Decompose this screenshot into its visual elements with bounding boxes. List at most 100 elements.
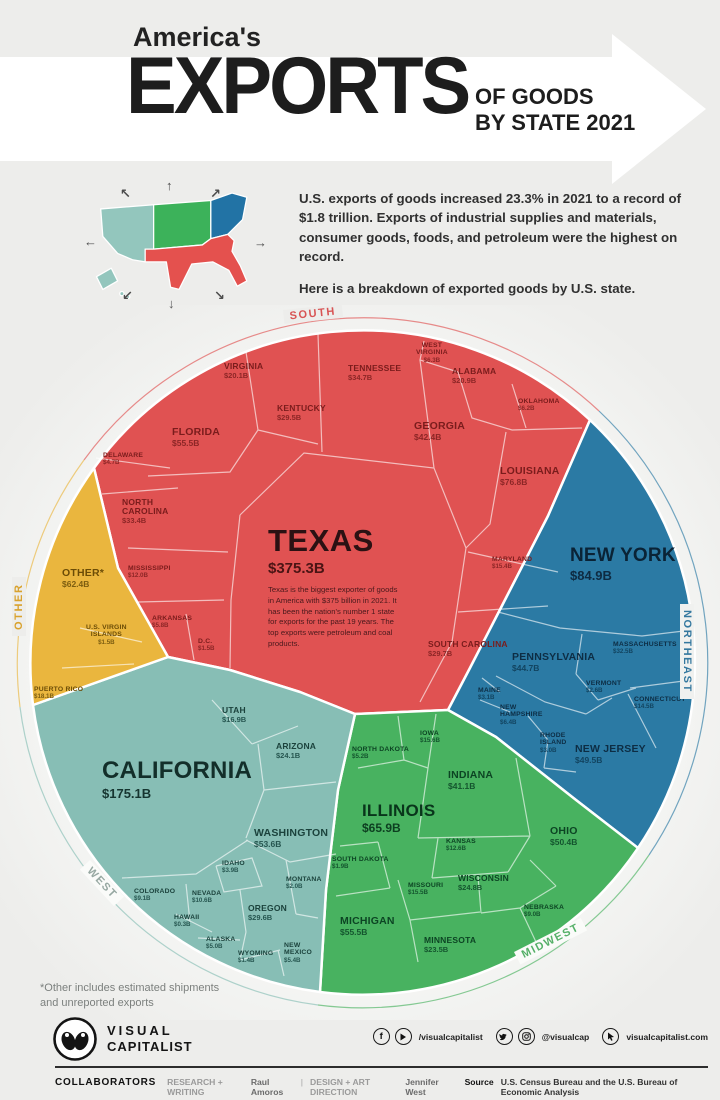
state-cell-wyoming: WYOMING $1.4B: [238, 950, 274, 965]
state-cell-virginia: VIRGINIA $20.1B: [224, 361, 264, 381]
state-cell-ohio: OHIO $50.4B: [550, 825, 578, 848]
compass-arrow-icon: ↑: [166, 178, 173, 193]
compass-arrow-icon: →: [254, 235, 267, 250]
region-other: [29, 466, 170, 707]
compass-arrow-icon: ←: [84, 234, 97, 249]
state-cell-washington: WASHINGTON $53.6B: [254, 827, 329, 850]
state-cell-maine: MAINE $3.1B: [478, 687, 501, 702]
state-cell-colorado: COLORADO $9.1B: [134, 888, 176, 903]
state-cell-alaska: ALASKA $5.0B: [206, 936, 236, 951]
state-cell-arizona: ARIZONA $24.1B: [276, 741, 317, 761]
state-cell-massachusetts: MASSACHUSETTS $32.5B: [613, 641, 677, 656]
state-cell-rhode-island: RHODE ISLAND $3.0B: [540, 732, 567, 754]
map-hawaii: [119, 290, 125, 297]
state-cell-oregon: OREGON $29.6B: [248, 903, 287, 923]
state-cell-hawaii: HAWAII $0.3B: [174, 914, 200, 929]
state-cell-south-carolina: SOUTH CAROLINA $29.7B: [428, 639, 508, 659]
state-cell-minnesota: MINNESOTA $23.5B: [424, 935, 477, 955]
source-text: U.S. Census Bureau and the U.S. Bureau o…: [500, 1077, 678, 1097]
state-cell-iowa: IOWA $15.6B: [420, 730, 440, 745]
state-cell-montana: MONTANA $2.0B: [286, 876, 322, 891]
state-cell-oklahoma: OKLAHOMA $6.2B: [518, 398, 560, 413]
youtube-play-icon[interactable]: [394, 1028, 412, 1045]
brand-line2: CAPITALIST: [107, 1039, 193, 1054]
state-cell-new-york: NEW YORK $84.9B: [570, 545, 676, 583]
state-cell-louisiana: LOUISIANA $76.8B: [500, 465, 560, 488]
research-name: Raul Amoros: [250, 1077, 284, 1097]
map-hawaii: [126, 294, 131, 300]
research-label: RESEARCH + WRITING: [167, 1077, 223, 1097]
state-cell-u-s-virgin-islands: U.S. VIRGIN ISLANDS $1.5B: [86, 624, 127, 646]
collaborators-label: COLLABORATORS: [55, 1077, 157, 1088]
state-cell-kentucky: KENTUCKY $29.5B: [277, 403, 326, 423]
state-cell-vermont: VERMONT $2.6B: [586, 680, 622, 695]
region-outer-arcs: [16, 317, 709, 1009]
state-cell-arkansas: ARKANSAS $5.8B: [152, 615, 193, 630]
state-cell-new-jersey: NEW JERSEY $49.5B: [575, 743, 646, 766]
state-cell-kansas: KANSAS $12.6B: [446, 838, 476, 853]
state-cell-nevada: NEVADA $10.6B: [192, 890, 222, 905]
state-cell-indiana: INDIANA $41.1B: [448, 769, 494, 792]
map-alaska: [95, 267, 119, 291]
facebook-icon[interactable]: f: [372, 1028, 390, 1045]
social-handle-2[interactable]: @visualcap: [541, 1031, 590, 1042]
state-cell-north-carolina: NORTH CAROLINA $33.4B: [122, 497, 169, 526]
brand-line1: VISUAL: [107, 1022, 173, 1038]
compass-arrow-icon: ↓: [168, 296, 175, 311]
visual-capitalist-logo-icon: [53, 1017, 97, 1061]
state-cell-mississippi: MISSISSIPPI $12.0B: [128, 565, 171, 580]
footer-divider: [55, 1066, 708, 1068]
region-arc-label-other: OTHER: [12, 577, 26, 636]
state-cell-michigan: MICHIGAN $55.5B: [340, 915, 395, 938]
design-name: Jennifer West: [405, 1077, 439, 1097]
intro-text: U.S. exports of goods increased 23.3% in…: [299, 189, 703, 298]
subtitle-line2: BY STATE 2021: [475, 110, 636, 136]
state-cell-west-virginia: WEST VIRGINIA $6.3B: [416, 342, 448, 364]
state-cell-missouri: MISSOURI $15.5B: [408, 882, 444, 897]
state-cell-south-dakota: SOUTH DAKOTA $1.9B: [332, 856, 389, 871]
compass-arrow-icon: ↘: [214, 288, 225, 303]
state-cell-florida: FLORIDA $55.5B: [172, 426, 221, 449]
header-arrow-banner: [0, 34, 706, 184]
state-cell-nebraska: NEBRASKA $9.0B: [524, 904, 565, 919]
state-cell-connecticut: CONNECTICUT $14.5B: [634, 696, 686, 711]
state-cell-wisconsin: WISCONSIN $24.8B: [458, 873, 509, 893]
compass-arrow-icon: ↖: [120, 186, 131, 201]
state-cell-delaware: DELAWARE $4.7B: [103, 452, 144, 467]
state-cell-utah: UTAH $16.9B: [222, 705, 247, 725]
visual-capitalist-logo: VISUAL CAPITALIST: [52, 1016, 193, 1062]
state-cell-d-c-: D.C. $1.5B: [198, 638, 215, 653]
intro-paragraph-2: Here is a breakdown of exported goods by…: [299, 281, 636, 297]
pipe-separator: |: [300, 1077, 304, 1087]
state-cell-other-: OTHER* $62.4B: [62, 567, 105, 590]
design-label: DESIGN + ART DIRECTION: [310, 1077, 371, 1097]
state-cell-puerto-rico: PUERTO RICO $18.1B: [34, 686, 84, 701]
title-kicker: America's: [133, 22, 261, 52]
twitter-icon[interactable]: [495, 1028, 513, 1045]
state-cell-idaho: IDAHO $3.9B: [222, 860, 245, 875]
texas-annotation: Texas is the biggest exporter of goods i…: [268, 584, 398, 649]
instagram-icon[interactable]: [517, 1028, 535, 1045]
us-regions-map: [95, 192, 248, 300]
compass-arrow-icon: ↙: [122, 288, 133, 303]
page-subtitle: OF GOODS BY STATE 2021: [475, 84, 635, 137]
state-cell-new-mexico: NEW MEXICO $5.4B: [284, 942, 313, 964]
state-cell-california: CALIFORNIA $175.1B: [102, 757, 252, 801]
state-cell-pennsylvania: PENNSYLVANIA $44.7B: [512, 651, 596, 674]
state-cell-tennessee: TENNESSEE $34.7B: [348, 363, 402, 383]
state-cell-alabama: ALABAMA $20.9B: [452, 366, 497, 386]
website-link[interactable]: visualcapitalist.com: [626, 1031, 708, 1042]
state-cell-texas: TEXAS $375.3B Texas is the biggest exporte…: [268, 524, 401, 650]
cursor-icon[interactable]: [602, 1028, 620, 1045]
state-cell-illinois: ILLINOIS $65.9B: [362, 801, 436, 836]
state-cell-georgia: GEORGIA $42.4B: [414, 420, 465, 443]
social-links: f /visualcapitalist @visualcap visualcap…: [372, 1028, 708, 1045]
social-handle[interactable]: /visualcapitalist: [418, 1031, 483, 1042]
state-cell-new-hampshire: NEW HAMPSHIRE $6.4B: [500, 704, 543, 726]
intro-paragraph-1: U.S. exports of goods increased 23.3% in…: [299, 191, 682, 264]
compass-arrow-icon: ↗: [210, 186, 221, 201]
page-title: EXPORTS: [126, 41, 471, 132]
